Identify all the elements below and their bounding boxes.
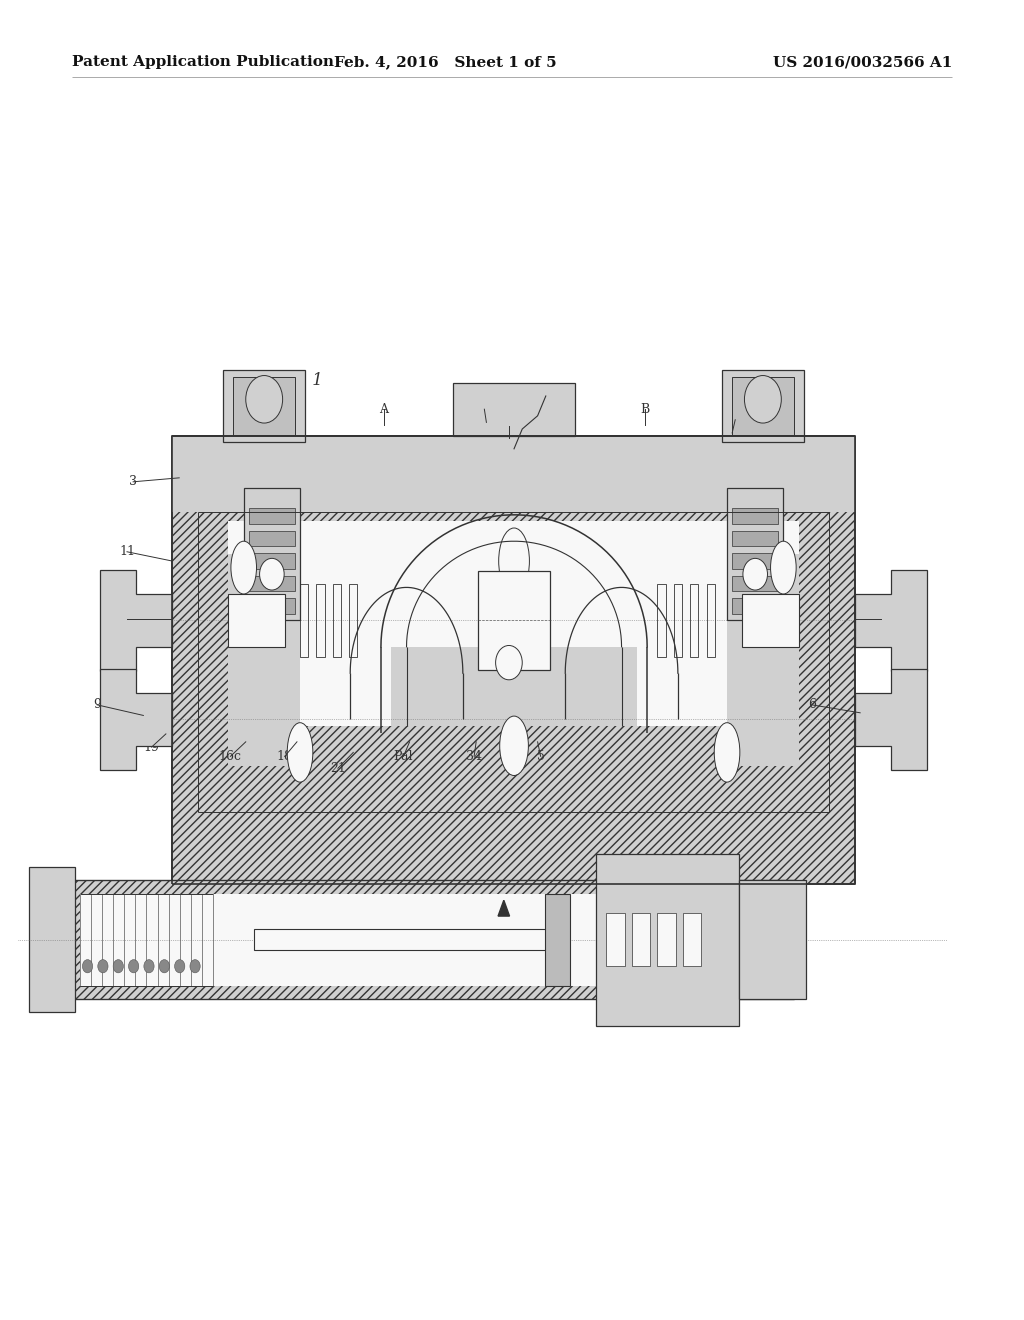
Bar (228, 594, 285, 647)
Bar (606, 913, 625, 966)
Circle shape (98, 960, 109, 973)
Bar (739, 880, 806, 999)
Text: A: A (380, 403, 388, 416)
Bar (722, 370, 804, 442)
Polygon shape (100, 570, 172, 671)
Circle shape (190, 960, 201, 973)
Circle shape (129, 960, 139, 973)
Bar (29, 867, 75, 1012)
Bar (172, 436, 855, 512)
Text: 6: 6 (808, 698, 816, 711)
Bar (732, 598, 778, 614)
Bar (683, 913, 701, 966)
Text: US 2016/0032566 A1: US 2016/0032566 A1 (773, 55, 952, 69)
Circle shape (82, 960, 93, 973)
Bar (657, 913, 676, 966)
Circle shape (742, 558, 767, 590)
Bar (632, 913, 650, 966)
Bar (228, 554, 300, 766)
Bar (172, 436, 855, 884)
Text: 30: 30 (727, 413, 743, 426)
Bar (244, 488, 300, 620)
Bar (742, 594, 799, 647)
Bar (249, 576, 295, 591)
Polygon shape (498, 900, 510, 916)
Text: 4: 4 (505, 420, 513, 433)
Bar (249, 553, 295, 569)
Text: B: B (640, 403, 650, 416)
Bar (707, 583, 715, 656)
Bar (249, 598, 295, 614)
Circle shape (143, 960, 155, 973)
Bar (727, 554, 799, 766)
Text: 9: 9 (93, 698, 101, 711)
Bar (333, 583, 341, 656)
Text: 21: 21 (330, 762, 346, 775)
Text: 2: 2 (877, 612, 885, 626)
Polygon shape (855, 669, 927, 770)
Circle shape (744, 375, 781, 422)
Text: 2: 2 (480, 403, 488, 416)
Text: 1: 1 (556, 385, 564, 399)
Bar (478, 572, 550, 671)
Bar (254, 929, 555, 950)
Text: FIG. 1: FIG. 1 (271, 372, 324, 388)
Bar (228, 521, 799, 673)
Bar (657, 583, 666, 656)
Bar (223, 370, 305, 442)
Circle shape (260, 558, 285, 590)
Bar (732, 576, 778, 591)
Text: Pal: Pal (393, 750, 414, 763)
Bar (70, 880, 794, 999)
Text: 34: 34 (466, 750, 482, 763)
Bar (233, 378, 295, 436)
Bar (732, 508, 778, 524)
Ellipse shape (500, 715, 528, 776)
Ellipse shape (499, 528, 529, 594)
Text: 18: 18 (276, 750, 293, 763)
Bar (249, 508, 295, 524)
Bar (596, 854, 739, 1026)
Bar (453, 383, 575, 436)
Text: Patent Application Publication: Patent Application Publication (72, 55, 334, 69)
Circle shape (174, 960, 184, 973)
Ellipse shape (715, 722, 739, 781)
Bar (349, 583, 357, 656)
Bar (732, 531, 778, 546)
Ellipse shape (287, 722, 313, 781)
Circle shape (496, 645, 522, 680)
Bar (674, 583, 682, 656)
Bar (732, 553, 778, 569)
Text: 11: 11 (119, 545, 135, 558)
Bar (727, 488, 783, 620)
Text: 16c: 16c (219, 750, 242, 763)
Text: 3: 3 (129, 475, 137, 488)
Text: 5: 5 (537, 750, 545, 763)
Bar (732, 378, 794, 436)
Bar (545, 894, 570, 986)
Bar (316, 583, 325, 656)
Bar (391, 647, 637, 726)
Text: 1: 1 (123, 612, 131, 626)
Circle shape (246, 375, 283, 422)
Ellipse shape (770, 541, 796, 594)
Text: 19: 19 (143, 741, 160, 754)
Ellipse shape (230, 541, 256, 594)
Polygon shape (100, 669, 172, 770)
Bar (228, 673, 799, 726)
Circle shape (160, 960, 170, 973)
Circle shape (113, 960, 124, 973)
Bar (690, 583, 698, 656)
Bar (80, 894, 695, 986)
Polygon shape (855, 570, 927, 671)
Bar (249, 531, 295, 546)
Bar (300, 583, 308, 656)
Text: Feb. 4, 2016   Sheet 1 of 5: Feb. 4, 2016 Sheet 1 of 5 (334, 55, 557, 69)
